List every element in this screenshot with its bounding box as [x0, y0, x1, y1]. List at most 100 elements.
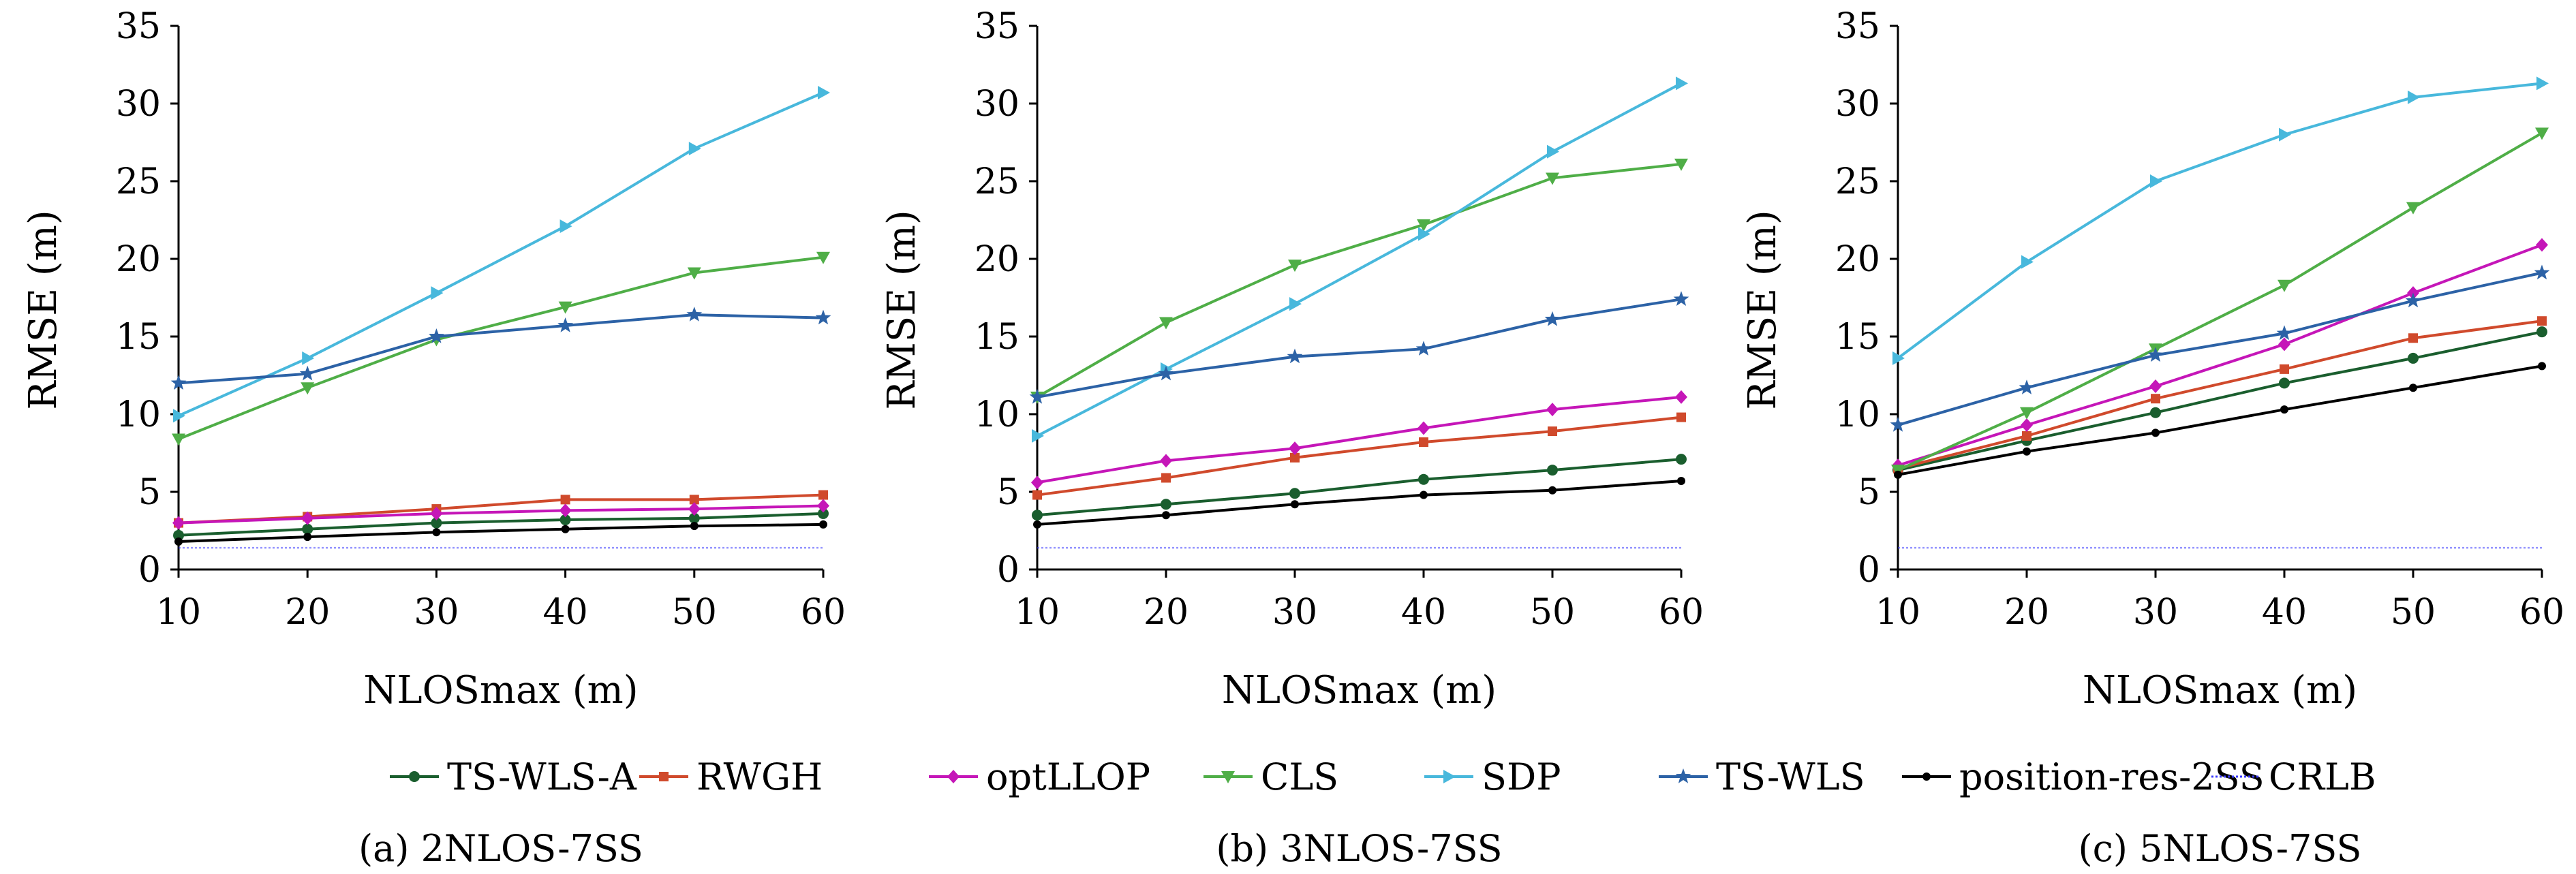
data-point-TS-WLS	[2405, 292, 2421, 308]
data-point-TS-WLS-A	[1547, 465, 1558, 476]
y-axis-label: RMSE (m)	[1741, 210, 1785, 409]
data-point-TS-WLS	[1544, 311, 1561, 326]
legend-item-TS-WLS: TS-WLS	[1659, 755, 1865, 798]
x-tick-label: 50	[1530, 592, 1575, 633]
data-point-optLLOP	[1417, 421, 1430, 435]
data-point-CLS	[2406, 202, 2420, 215]
data-point-position-res-2SS	[1420, 490, 1428, 499]
data-point-SDP	[559, 219, 572, 234]
legend: TS-WLS-A RWGH optLLOP CLS SDP TS-WLS position-…	[390, 755, 2376, 798]
y-tick-label: 20	[975, 239, 1019, 280]
legend-marker	[1221, 771, 1235, 783]
x-tick-label: 30	[1272, 592, 1317, 633]
data-point-CLS	[1288, 260, 1302, 272]
x-tick-label: 60	[1659, 592, 1704, 633]
y-tick-label: 0	[1858, 550, 1880, 591]
data-point-position-res-2SS	[1291, 500, 1299, 509]
legend-marker	[409, 771, 420, 782]
data-point-optLLOP	[1546, 403, 1559, 417]
data-point-RWGH	[1290, 452, 1300, 463]
data-point-CLS	[2020, 407, 2034, 420]
x-tick-label: 60	[2519, 592, 2564, 633]
x-tick-label: 30	[2133, 592, 2178, 633]
series-line-RWGH	[1037, 416, 1682, 497]
data-point-SDP	[1032, 428, 1044, 443]
data-point-TS-WLS-A	[1418, 473, 1429, 485]
panel-caption: (a) 2NLOS-7SS	[358, 827, 643, 870]
series-line-position-res-2SS	[1897, 364, 2543, 476]
data-point-position-res-2SS	[561, 525, 570, 533]
data-point-CLS	[1159, 317, 1173, 330]
y-tick-label: 15	[116, 317, 161, 358]
series-line-SDP	[1037, 82, 1682, 437]
data-point-TS-WLS-A	[818, 508, 829, 519]
data-point-position-res-2SS	[2538, 362, 2546, 371]
data-point-SDP	[302, 351, 315, 365]
data-point-optLLOP	[559, 503, 572, 518]
data-point-SDP	[431, 286, 444, 300]
data-point-position-res-2SS	[819, 520, 827, 529]
series-line-TS-WLS-A	[1897, 330, 2543, 472]
data-point-TS-WLS-A	[1161, 499, 1171, 510]
data-point-optLLOP	[301, 511, 314, 525]
legend-item-TS-WLS-A: TS-WLS-A	[390, 755, 637, 798]
data-point-TS-WLS-A	[1676, 454, 1687, 465]
data-point-TS-WLS	[1673, 291, 1689, 306]
data-point-optLLOP	[817, 499, 829, 513]
panel-caption: (b) 3NLOS-7SS	[1216, 827, 1502, 870]
y-tick-label: 15	[975, 317, 1019, 358]
data-point-RWGH	[1419, 437, 1428, 448]
data-point-TS-WLS-A	[302, 523, 313, 535]
x-tick-label: 20	[2004, 592, 2049, 633]
data-point-TS-WLS-A	[559, 514, 571, 526]
series-line-optLLOP	[1897, 243, 2543, 467]
data-point-CLS	[1546, 172, 1559, 185]
data-point-TS-WLS	[2147, 347, 2164, 362]
y-tick-label: 5	[997, 472, 1019, 513]
data-point-optLLOP	[172, 516, 185, 530]
data-point-RWGH	[689, 495, 699, 505]
data-point-SDP	[173, 409, 185, 423]
legend-marker	[947, 770, 960, 783]
data-point-optLLOP	[2278, 337, 2290, 352]
x-axis-label: NLOSmax (m)	[1222, 668, 1497, 713]
chart-panel-1: 0 5 10 15 20 25 30 35 10 20 30 40 50 60 NLOSmax (m) RMS…	[21, 6, 846, 870]
data-point-TS-WLS	[429, 328, 444, 343]
legend-label: TS-WLS-A	[447, 755, 637, 798]
data-point-optLLOP	[1160, 454, 1172, 468]
data-point-CLS	[687, 267, 701, 280]
legend-item-CLS: CLS	[1203, 755, 1338, 798]
y-tick-label: 30	[975, 84, 1019, 125]
data-point-TS-WLS	[170, 375, 187, 390]
data-point-optLLOP	[1031, 475, 1043, 490]
data-point-TS-WLS	[2276, 325, 2293, 341]
x-tick-label: 40	[2262, 592, 2307, 633]
data-point-RWGH	[2537, 316, 2547, 326]
legend-label: TS-WLS	[1716, 755, 1865, 798]
series-line-optLLOP	[178, 504, 824, 525]
legend-label: position-res-2SS	[1959, 755, 2265, 798]
data-point-position-res-2SS	[690, 522, 699, 531]
data-point-TS-WLS	[2019, 379, 2035, 394]
y-tick-label: 35	[1835, 6, 1880, 47]
y-tick-label: 25	[1835, 161, 1880, 202]
y-tick-label: 25	[975, 161, 1019, 202]
x-axis-label: NLOSmax (m)	[2083, 668, 2357, 713]
data-point-RWGH	[1676, 412, 1686, 422]
legend-marker	[1675, 768, 1691, 783]
data-point-optLLOP	[1289, 441, 1301, 456]
legend-item-SDP: SDP	[1424, 755, 1561, 798]
data-point-TS-WLS-A	[2150, 407, 2161, 418]
data-point-TS-WLS	[815, 309, 831, 325]
data-point-optLLOP	[2021, 418, 2033, 432]
y-tick-label: 0	[997, 550, 1019, 591]
data-point-position-res-2SS	[303, 533, 312, 542]
x-tick-label: 60	[801, 592, 846, 633]
x-tick-label: 20	[1144, 592, 1189, 633]
legend-label: CLS	[1261, 755, 1338, 798]
data-point-position-res-2SS	[1162, 511, 1170, 520]
data-point-SDP	[2408, 90, 2420, 104]
data-point-TS-WLS-A	[173, 529, 184, 541]
data-point-RWGH	[2022, 431, 2031, 441]
